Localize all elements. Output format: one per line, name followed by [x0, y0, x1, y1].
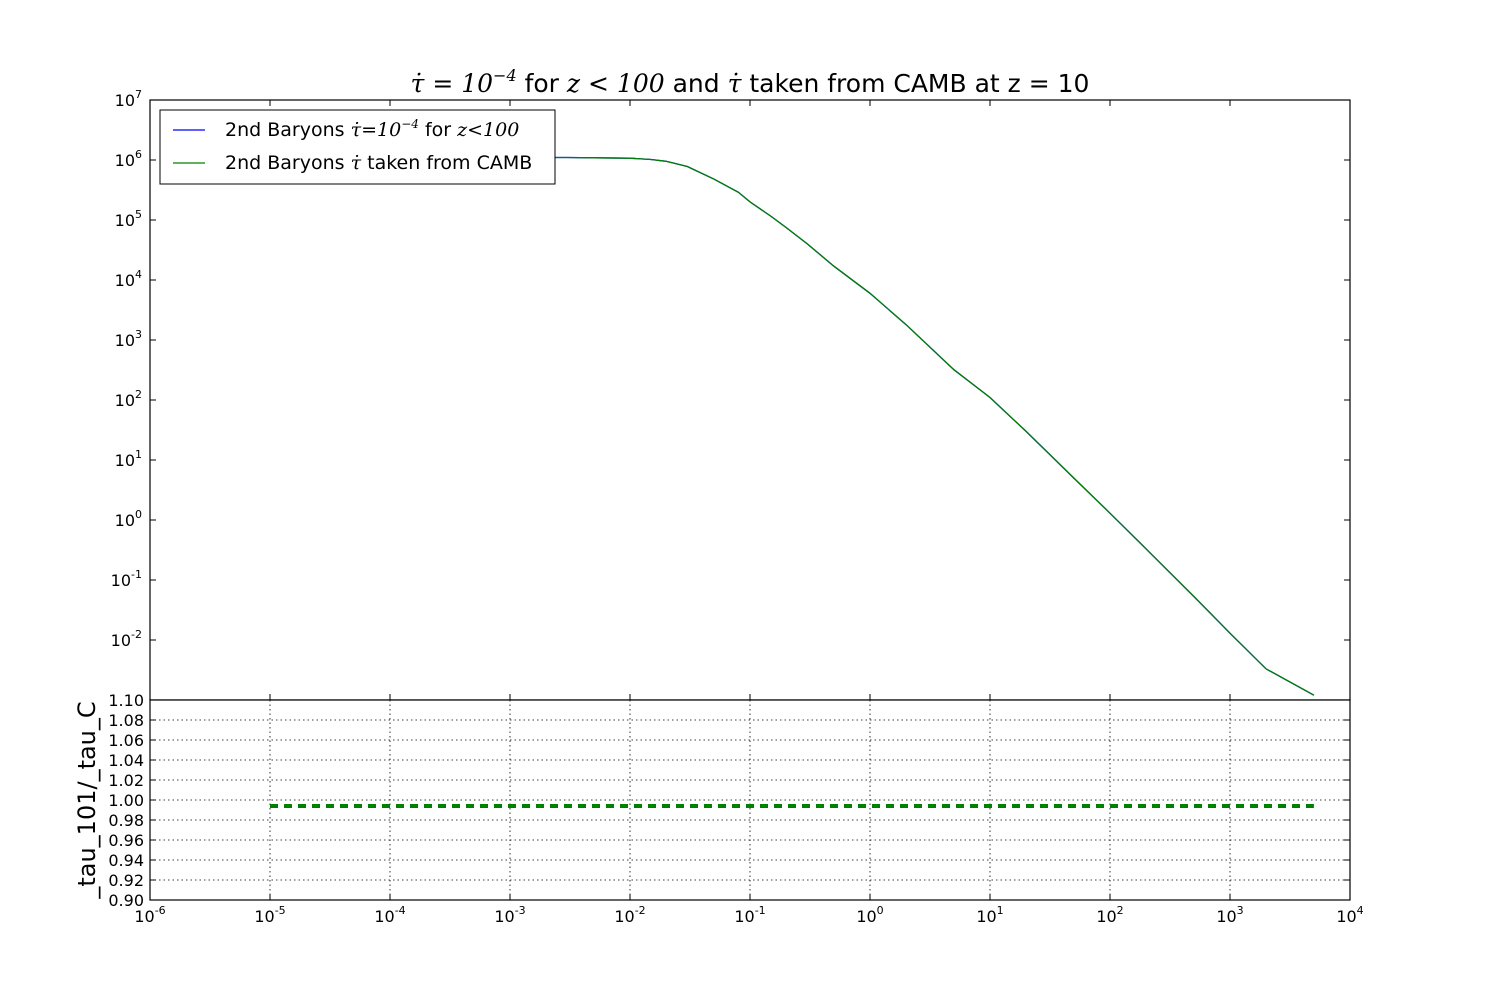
top-y-tick-label: 103 — [115, 328, 142, 350]
x-tick-label: 10-5 — [254, 904, 285, 926]
top-y-tick-label: 102 — [115, 388, 142, 410]
bottom-y-tick-label: 1.08 — [108, 711, 144, 730]
top-y-tick-label: 105 — [115, 208, 142, 230]
bottom-y-axis-label: _tau_101/_tau_C — [73, 701, 101, 899]
bottom-y-tick-label: 0.94 — [108, 851, 144, 870]
bottom-y-tick-label: 0.92 — [108, 871, 144, 890]
top-y-tick-label: 100 — [115, 508, 142, 530]
bottom-y-tick-label: 1.04 — [108, 751, 144, 770]
x-tick-label: 10-4 — [374, 904, 405, 926]
top-y-tick-label: 10-1 — [111, 568, 142, 590]
bottom-y-tick-label: 1.10 — [108, 691, 144, 710]
top-y-tick-label: 10-2 — [111, 628, 142, 650]
top-y-tick-label: 107 — [115, 88, 142, 110]
legend-label-blue: 2nd Baryons τ̇=10−4 for z<100 — [225, 117, 519, 141]
x-tick-label: 100 — [856, 904, 883, 926]
bottom-y-tick-label: 1.02 — [108, 771, 144, 790]
bottom-y-tick-label: 0.96 — [108, 831, 144, 850]
bottom-y-tick-label: 0.98 — [108, 811, 144, 830]
bottom-y-tick-label: 1.06 — [108, 731, 144, 750]
bottom-y-tick-label: 0.90 — [108, 891, 144, 910]
bottom-panel: 1.101.081.061.041.021.000.980.960.940.92… — [73, 691, 1364, 926]
chart-title: τ̇ = 10−4 for z < 100 and τ̇ taken from … — [411, 66, 1090, 98]
top-y-tick-label: 101 — [115, 448, 142, 470]
top-y-tick-label: 104 — [115, 268, 142, 290]
top-series-line-2 — [270, 156, 1315, 696]
x-tick-label: 10-1 — [734, 904, 765, 926]
top-plot-area — [150, 100, 1350, 700]
legend-label-green: 2nd Baryons τ̇ taken from CAMB — [225, 152, 532, 174]
x-tick-label: 10-2 — [614, 904, 645, 926]
x-tick-label: 102 — [1096, 904, 1123, 926]
x-tick-label: 104 — [1336, 904, 1363, 926]
x-tick-label: 101 — [976, 904, 1003, 926]
x-tick-label: 10-3 — [494, 904, 525, 926]
x-tick-label: 103 — [1216, 904, 1243, 926]
bottom-plot-frame — [149, 699, 1351, 901]
legend-box — [159, 109, 556, 185]
top-y-tick-label: 106 — [115, 148, 142, 170]
legend: 2nd Baryons τ̇=10−4 for z<100 2nd Baryon… — [159, 109, 556, 185]
top-panel: 107 106 105 104 103 102 101 100 10-1 10-2 — [111, 88, 1351, 701]
bottom-y-tick-label: 1.00 — [108, 791, 144, 810]
x-tick-label: 10-6 — [134, 904, 165, 926]
